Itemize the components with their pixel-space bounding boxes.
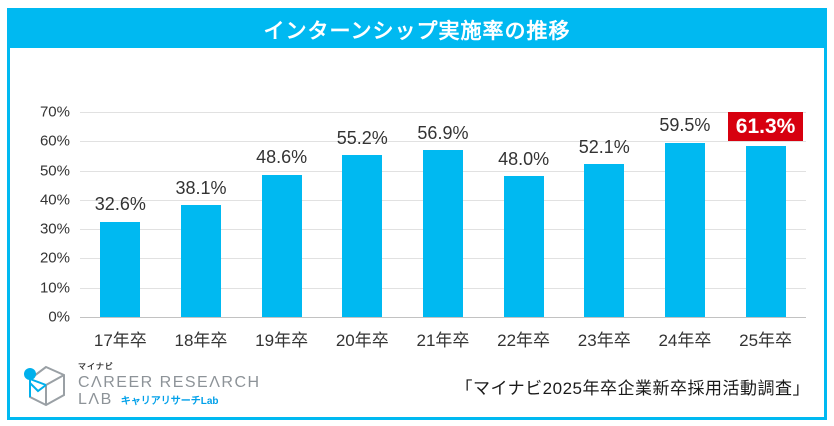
logo-brand-small: マイナビ bbox=[78, 362, 114, 371]
logo-brand-line1: CΛREER RESEΛRCH bbox=[78, 373, 261, 391]
bar bbox=[745, 146, 786, 317]
bar bbox=[342, 155, 383, 317]
y-tick-label: 40% bbox=[39, 191, 70, 209]
bar-column: 59.5% bbox=[645, 112, 726, 317]
logo-brand-sub: キャリアリサーチLab bbox=[120, 396, 219, 408]
bar bbox=[261, 174, 302, 317]
x-tick-label: 25年卒 bbox=[739, 331, 793, 350]
bar-column: 61.3% bbox=[725, 112, 806, 317]
bar bbox=[422, 150, 463, 317]
x-tick-label: 21年卒 bbox=[416, 331, 470, 350]
bar-column: 32.6% bbox=[80, 112, 161, 317]
bar-value-label: 52.1% bbox=[578, 136, 630, 157]
y-tick-label: 70% bbox=[39, 103, 70, 121]
bar-value-label: 48.6% bbox=[256, 147, 308, 168]
bar-column: 48.6% bbox=[241, 112, 322, 317]
bar-value-label: 55.2% bbox=[336, 127, 388, 148]
chart-footer: マイナビ CΛREER RESEΛRCH LΛB キャリアリサーチLab 「マイ… bbox=[22, 359, 810, 413]
grid-line bbox=[80, 112, 806, 113]
x-tick-label: 24年卒 bbox=[658, 331, 712, 350]
bar-column: 56.9% bbox=[403, 112, 484, 317]
bar-column: 48.0% bbox=[483, 112, 564, 317]
chart-title-bar: インターンシップ実施率の推移 bbox=[10, 11, 824, 48]
x-tick-label: 23年卒 bbox=[577, 331, 631, 350]
bar bbox=[584, 164, 625, 317]
x-tick-label: 17年卒 bbox=[93, 331, 147, 350]
y-tick-label: 20% bbox=[39, 249, 70, 267]
y-tick-label: 60% bbox=[39, 132, 70, 150]
bar-column: 55.2% bbox=[322, 112, 403, 317]
y-tick-label: 30% bbox=[39, 220, 70, 238]
bar-column: 52.1% bbox=[564, 112, 645, 317]
cube-logo-icon bbox=[24, 365, 65, 407]
bar-value-label: 38.1% bbox=[175, 177, 227, 198]
y-tick-label: 0% bbox=[48, 308, 70, 326]
x-tick-label: 20年卒 bbox=[335, 331, 389, 350]
bar-value-label: 48.0% bbox=[498, 148, 550, 169]
logo-brand-line2: LΛB bbox=[78, 391, 113, 409]
bar-value-label-highlighted: 61.3% bbox=[727, 112, 804, 142]
source-citation: 「マイナビ2025年卒企業新卒採用活動調査」 bbox=[455, 378, 810, 398]
chart-title: インターンシップ実施率の推移 bbox=[263, 19, 571, 43]
bar bbox=[664, 142, 705, 317]
x-tick-label: 22年卒 bbox=[497, 331, 551, 350]
bar bbox=[180, 205, 221, 317]
y-tick-label: 10% bbox=[39, 279, 70, 297]
bar-chart: 70% 60% 50% 40% 30% 20% 10% 0% 32.6% 38.1% 48.6% 5… bbox=[40, 104, 806, 350]
x-axis-labels: 17年卒 18年卒 19年卒 20年卒 21年卒 22年卒 23年卒 24年卒 25年卒 bbox=[80, 326, 806, 351]
grid-line bbox=[80, 317, 806, 318]
x-tick-label: 19年卒 bbox=[255, 331, 309, 350]
bar bbox=[503, 176, 544, 317]
career-research-lab-logo: マイナビ CΛREER RESEΛRCH LΛB キャリアリサーチLab bbox=[22, 361, 261, 411]
bars-row: 32.6% 38.1% 48.6% 55.2% 56.9% 48.0% 52.1% 59.5%… bbox=[80, 112, 806, 317]
bar-value-label: 59.5% bbox=[659, 115, 711, 136]
x-tick-label: 18年卒 bbox=[174, 331, 228, 350]
chart-frame: インターンシップ実施率の推移 70% 60% 50% 40% 30% 20% 10% 0% 3… bbox=[7, 8, 827, 420]
bar-column: 38.1% bbox=[161, 112, 242, 317]
bar-value-label: 56.9% bbox=[417, 122, 469, 143]
y-tick-label: 50% bbox=[39, 162, 70, 180]
bar-value-label: 32.6% bbox=[94, 193, 146, 214]
grid-line bbox=[80, 141, 806, 143]
bar bbox=[100, 221, 141, 317]
